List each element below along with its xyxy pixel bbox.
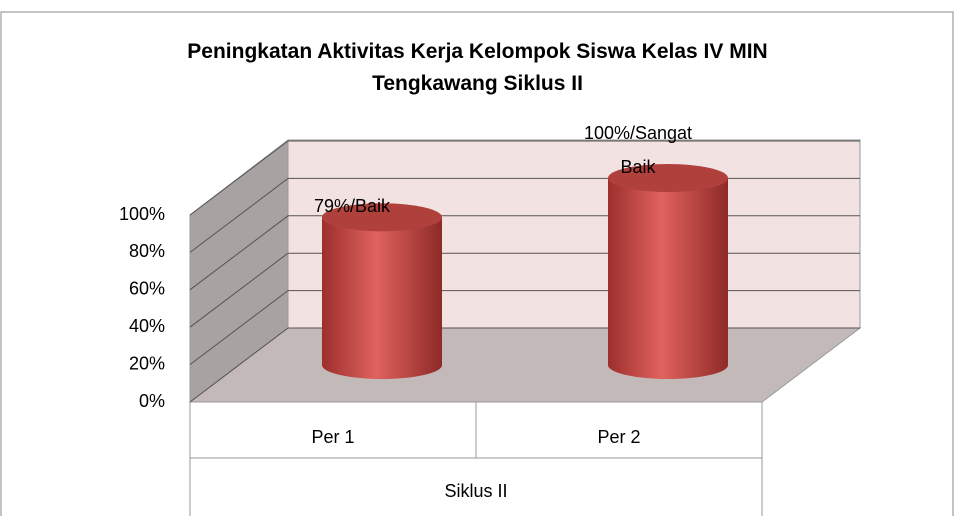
x-tick-label: Per 1 <box>311 427 354 447</box>
bar <box>608 164 728 379</box>
chart-title-box: Peningkatan Aktivitas Kerja Kelompok Sis… <box>187 40 768 95</box>
floor <box>188 327 862 403</box>
data-label-box: 100%/Sangat Baik <box>583 123 693 177</box>
chart-title: Peningkatan Aktivitas Kerja Kelompok Sis… <box>187 40 768 95</box>
data-label: 79%/Baik <box>313 196 391 217</box>
x-group-label: Siklus II <box>444 481 507 501</box>
bar-side <box>608 178 728 379</box>
y-tick-label: 60% <box>129 279 165 299</box>
grid-line <box>189 140 860 216</box>
y-tick-label: 0% <box>139 391 165 411</box>
bar-top <box>322 203 442 232</box>
x-tick-label: Per 2 <box>597 427 640 447</box>
data-label-box: 79%/Baik <box>313 196 391 217</box>
plot <box>189 140 860 403</box>
y-tick-label: 80% <box>129 241 165 261</box>
y-tick-label: 40% <box>129 316 165 336</box>
bar-top <box>608 164 728 192</box>
y-tick-label: 100% <box>119 204 165 224</box>
y-tick-label: 20% <box>129 353 165 373</box>
data-label: 100%/Sangat Baik <box>583 123 693 177</box>
bar-side <box>322 217 442 379</box>
bar <box>322 203 442 379</box>
